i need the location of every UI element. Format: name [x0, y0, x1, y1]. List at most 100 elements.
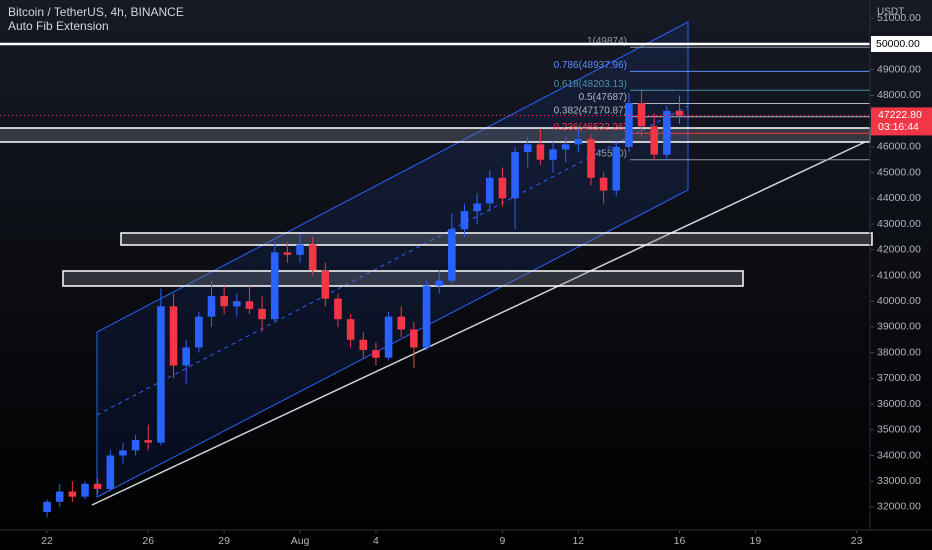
fib-label: 1(49874) — [587, 36, 627, 47]
fib-label: 0.618(48203.13) — [554, 79, 627, 90]
candle-body — [498, 177, 507, 199]
y-tick-label: 45000.00 — [877, 166, 921, 178]
candle-body — [157, 306, 165, 443]
x-tick-label: 29 — [218, 535, 230, 547]
y-tick-label: 39000.00 — [877, 321, 921, 333]
candle-body — [169, 306, 178, 366]
candle-body — [511, 152, 519, 199]
candle-body — [663, 110, 671, 155]
candle-body — [220, 296, 228, 307]
y-tick-label: 33000.00 — [877, 475, 921, 487]
candle-body — [359, 339, 368, 351]
candle-body — [561, 144, 570, 150]
x-tick-label: 16 — [674, 535, 686, 547]
candle-body — [410, 329, 418, 348]
x-tick-label: 4 — [373, 535, 379, 547]
price-label: 47222.80 — [878, 109, 922, 121]
candle-body — [296, 244, 304, 255]
candle-body — [574, 139, 583, 145]
level-label-bg — [871, 36, 932, 53]
candle-body — [637, 103, 646, 127]
y-tick-label: 35000.00 — [877, 424, 921, 436]
candle-body — [485, 177, 494, 204]
y-tick-label: 40000.00 — [877, 295, 921, 307]
level-label: 50000.00 — [876, 38, 920, 50]
candle-body — [283, 252, 292, 255]
candle-body — [523, 144, 532, 153]
y-tick-label: 51000.00 — [877, 12, 921, 24]
x-tick-label: 19 — [750, 535, 762, 547]
candle-body — [131, 440, 140, 451]
fib-label: 0.382(47170.87) — [554, 105, 627, 116]
currency: USDT — [877, 7, 904, 18]
x-tick-label: Aug — [291, 535, 310, 547]
y-tick-label: 43000.00 — [877, 218, 921, 230]
candle-body — [270, 252, 279, 320]
y-tick-label: 44000.00 — [877, 192, 921, 204]
countdown: 03:16:44 — [878, 121, 919, 133]
candle-body — [549, 149, 557, 160]
candle-body — [55, 491, 64, 502]
y-tick-label: 37000.00 — [877, 372, 921, 384]
candle-body — [232, 301, 241, 307]
y-tick-label: 49000.00 — [877, 64, 921, 76]
x-tick-label: 9 — [499, 535, 505, 547]
candle-body — [650, 126, 659, 155]
candle-body — [258, 308, 266, 320]
candle-body — [195, 316, 203, 348]
x-tick-label: 12 — [572, 535, 584, 547]
indicator-name: Auto Fib Extension — [8, 19, 109, 33]
candle-body — [599, 177, 608, 191]
candle-body — [536, 144, 545, 160]
candle-body — [81, 483, 89, 497]
support-line — [91, 141, 866, 506]
candle-body — [334, 298, 342, 320]
candle-body — [321, 270, 330, 299]
candle-body — [93, 483, 102, 489]
candle-body — [144, 440, 153, 443]
x-tick-label: 22 — [41, 535, 53, 547]
y-tick-label: 32000.00 — [877, 501, 921, 513]
candle-body — [587, 139, 595, 178]
x-tick-label: 23 — [851, 535, 863, 547]
candle-body — [625, 103, 633, 147]
y-tick-label: 46000.00 — [877, 141, 921, 153]
candle-body — [43, 501, 51, 513]
y-tick-label: 42000.00 — [877, 244, 921, 256]
candle-body — [612, 146, 621, 191]
candle-body — [68, 491, 77, 497]
candle-body — [422, 285, 431, 348]
chart-title: Bitcoin / TetherUS, 4h, BINANCE — [8, 5, 184, 19]
candle-body — [119, 450, 127, 456]
zone — [62, 270, 744, 287]
fib-label: 0.236(46532.26) — [554, 122, 627, 133]
y-tick-label: 34000.00 — [877, 449, 921, 461]
y-tick-label: 41000.00 — [877, 269, 921, 281]
x-tick-label: 26 — [142, 535, 154, 547]
candle-body — [372, 350, 380, 358]
candle-body — [448, 229, 456, 281]
zone — [0, 127, 871, 143]
candle-body — [675, 110, 684, 116]
y-tick-label: 48000.00 — [877, 89, 921, 101]
candle-body — [397, 316, 406, 330]
zone — [120, 232, 873, 246]
candle-body — [245, 301, 254, 309]
candle-body — [308, 244, 317, 271]
y-tick-label: 36000.00 — [877, 398, 921, 410]
fib-label: 0(45500) — [587, 148, 627, 159]
candle-body — [182, 347, 190, 366]
candle-body — [106, 455, 115, 489]
fib-label: 0.786(48937.96) — [554, 60, 627, 71]
candle-body — [460, 211, 469, 230]
price-label-bg — [871, 107, 932, 136]
candle-body — [346, 319, 355, 340]
fib-label: 0.5(47687) — [579, 92, 627, 103]
candle-body — [207, 296, 216, 317]
candle-body — [473, 203, 481, 212]
candle-body — [435, 280, 443, 286]
y-tick-label: 38000.00 — [877, 346, 921, 358]
candle-body — [384, 316, 393, 358]
